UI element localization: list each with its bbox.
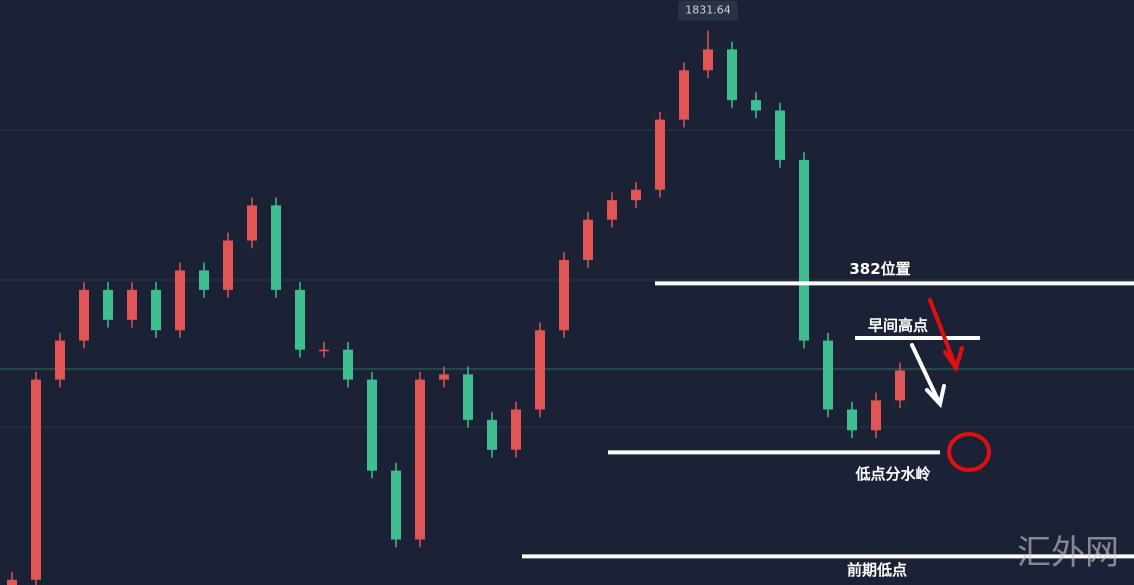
annotation-arrows	[910, 298, 991, 472]
candle-body	[367, 379, 377, 471]
candle-body	[31, 379, 41, 580]
level-label: 低点分水岭	[854, 465, 930, 483]
candle-body	[79, 289, 89, 341]
candle-body	[727, 49, 737, 101]
max-price-box	[678, 0, 738, 21]
candle-body	[271, 205, 281, 290]
candle-body	[535, 330, 545, 410]
level-label: 前期低点	[847, 561, 907, 579]
candle-body	[199, 270, 209, 290]
candle-body	[247, 205, 257, 241]
candle-body	[511, 409, 521, 450]
candle-body	[391, 470, 401, 540]
candle-body	[559, 260, 569, 331]
candle-body	[655, 119, 665, 190]
candle-body	[319, 349, 329, 352]
candle-body	[631, 189, 641, 201]
max-price-label: 1831.64	[685, 4, 731, 17]
candle-body	[871, 400, 881, 431]
candle-body	[127, 289, 137, 320]
candle-body	[583, 219, 593, 260]
candle-body	[343, 349, 353, 380]
candle-body	[175, 270, 185, 331]
candle-body	[439, 374, 449, 380]
candle-body	[415, 379, 425, 540]
candle-body	[7, 579, 17, 585]
candle-body	[751, 100, 761, 111]
candle-body	[895, 370, 905, 401]
watermark: 汇外网	[1017, 533, 1119, 573]
candle-body	[463, 374, 473, 420]
candle-body	[55, 340, 65, 380]
level-label: 382位置	[849, 260, 910, 278]
candle-body	[223, 240, 233, 290]
candle-body	[487, 419, 497, 450]
candle-body	[295, 289, 305, 350]
candle-body	[103, 289, 113, 320]
candle-body	[679, 70, 689, 120]
candle-body	[823, 340, 833, 410]
candle-body	[607, 200, 617, 220]
candle-body	[703, 49, 713, 71]
candle-body	[151, 289, 161, 331]
candle-body	[799, 159, 809, 341]
level-label: 早间高点	[868, 317, 928, 335]
candle-body	[775, 110, 785, 160]
candle-body	[847, 409, 857, 431]
